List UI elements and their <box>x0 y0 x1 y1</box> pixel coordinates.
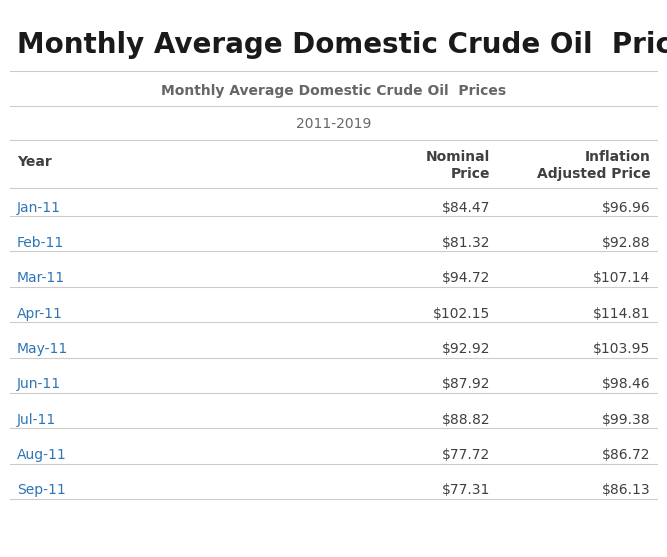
Text: $99.38: $99.38 <box>602 413 650 427</box>
Text: Jul-11: Jul-11 <box>17 413 56 427</box>
Text: 2011-2019: 2011-2019 <box>295 117 372 131</box>
Text: Jun-11: Jun-11 <box>17 378 61 392</box>
Text: Jan-11: Jan-11 <box>17 201 61 214</box>
Text: $94.72: $94.72 <box>442 271 490 285</box>
Text: $88.82: $88.82 <box>442 413 490 427</box>
Text: Aug-11: Aug-11 <box>17 448 67 462</box>
Text: $98.46: $98.46 <box>602 378 650 392</box>
Text: Sep-11: Sep-11 <box>17 483 65 497</box>
Text: $84.47: $84.47 <box>442 201 490 214</box>
Text: Year: Year <box>17 154 51 169</box>
Text: $107.14: $107.14 <box>593 271 650 285</box>
Text: $77.31: $77.31 <box>442 483 490 497</box>
Text: $81.32: $81.32 <box>442 236 490 250</box>
Text: $102.15: $102.15 <box>433 306 490 321</box>
Text: Nominal
Price: Nominal Price <box>426 150 490 180</box>
Text: $114.81: $114.81 <box>593 306 650 321</box>
Text: May-11: May-11 <box>17 342 68 356</box>
Text: Feb-11: Feb-11 <box>17 236 64 250</box>
Text: Monthly Average Domestic Crude Oil  Prices: Monthly Average Domestic Crude Oil Price… <box>17 31 667 58</box>
Text: $87.92: $87.92 <box>442 378 490 392</box>
Text: $103.95: $103.95 <box>593 342 650 356</box>
Text: $77.72: $77.72 <box>442 448 490 462</box>
Text: $92.88: $92.88 <box>602 236 650 250</box>
Text: Inflation
Adjusted Price: Inflation Adjusted Price <box>536 150 650 180</box>
Text: $96.96: $96.96 <box>602 201 650 214</box>
Text: $86.72: $86.72 <box>602 448 650 462</box>
Text: $86.13: $86.13 <box>602 483 650 497</box>
Text: Monthly Average Domestic Crude Oil  Prices: Monthly Average Domestic Crude Oil Price… <box>161 84 506 97</box>
Text: Mar-11: Mar-11 <box>17 271 65 285</box>
Text: $92.92: $92.92 <box>442 342 490 356</box>
Text: Apr-11: Apr-11 <box>17 306 63 321</box>
